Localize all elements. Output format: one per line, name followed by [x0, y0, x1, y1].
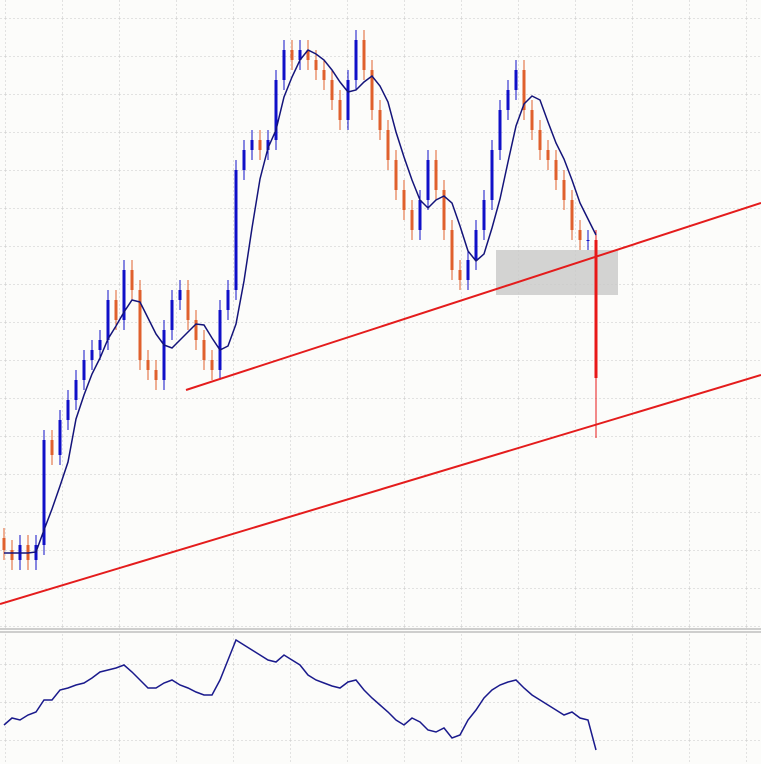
candle-body: [226, 290, 230, 310]
moving-average: [4, 49, 597, 554]
candle-body: [330, 80, 334, 100]
candle-body: [10, 550, 14, 560]
price-grid: [0, 0, 761, 628]
candle-body: [586, 240, 590, 241]
candle-body: [266, 140, 270, 150]
candle-body: [370, 70, 374, 110]
candle-body: [146, 360, 150, 370]
candle-body: [506, 90, 510, 110]
candle-body: [170, 300, 174, 330]
candle-body: [410, 210, 414, 230]
candle-body: [258, 140, 262, 150]
candle-body: [378, 110, 382, 130]
candle-body: [210, 360, 214, 370]
candle-body: [138, 290, 142, 360]
candle-body: [274, 80, 278, 140]
candle-body: [490, 150, 494, 200]
candle-body: [298, 50, 302, 60]
candle-body: [354, 40, 358, 80]
candle-body: [562, 180, 566, 200]
candle-body: [74, 380, 78, 400]
candle-body: [418, 200, 422, 230]
candle-body: [186, 290, 190, 320]
candle-body: [482, 200, 486, 230]
candle-body: [114, 300, 118, 320]
candle-body: [498, 110, 502, 150]
candle-body: [154, 370, 158, 380]
candle-body: [538, 130, 542, 150]
candle-body: [450, 230, 454, 270]
candle-body: [570, 200, 574, 230]
oscillator-line: [3, 638, 597, 751]
candle-body: [42, 440, 46, 545]
zone: [496, 250, 618, 295]
candle-body: [594, 240, 598, 378]
candle-body: [290, 50, 294, 60]
candle-body: [402, 190, 406, 210]
candle-body: [242, 150, 246, 170]
candle-body: [474, 230, 478, 260]
candle-body: [322, 70, 326, 80]
candle-body: [106, 300, 110, 340]
candle-body: [250, 140, 254, 150]
candle-body: [178, 290, 182, 300]
candle-body: [306, 50, 310, 60]
candle-body: [162, 330, 166, 380]
candle-body: [434, 160, 438, 190]
candle-body: [386, 130, 390, 160]
candle-body: [2, 538, 6, 550]
candle-body: [530, 110, 534, 130]
candle-body: [554, 160, 558, 180]
candle-body: [66, 400, 70, 420]
candle-body: [98, 340, 102, 350]
candle-body: [58, 420, 62, 455]
candle-body: [130, 270, 134, 290]
candle-body: [218, 310, 222, 370]
candle-body: [458, 270, 462, 280]
candle-body: [522, 70, 526, 110]
candle-body: [90, 350, 94, 360]
candle-body: [194, 320, 198, 340]
candle-body: [50, 440, 54, 455]
candle-body: [282, 50, 286, 80]
candle-body: [578, 230, 582, 240]
candle-body: [234, 170, 238, 290]
candle-body: [546, 150, 550, 160]
candle-body: [394, 160, 398, 190]
indicator-grid: [0, 634, 761, 764]
candle-body: [346, 80, 350, 120]
candle-body: [466, 260, 470, 280]
candle-body: [82, 360, 86, 380]
candle-body: [426, 160, 430, 200]
trendline: [185, 202, 761, 391]
candle-body: [514, 70, 518, 90]
candle-body: [442, 190, 446, 230]
candle-body: [362, 40, 366, 70]
candle-body: [338, 100, 342, 120]
candle-body: [202, 340, 206, 360]
candle-body: [122, 270, 126, 320]
candle-body: [314, 60, 318, 70]
trendline: [0, 374, 761, 605]
